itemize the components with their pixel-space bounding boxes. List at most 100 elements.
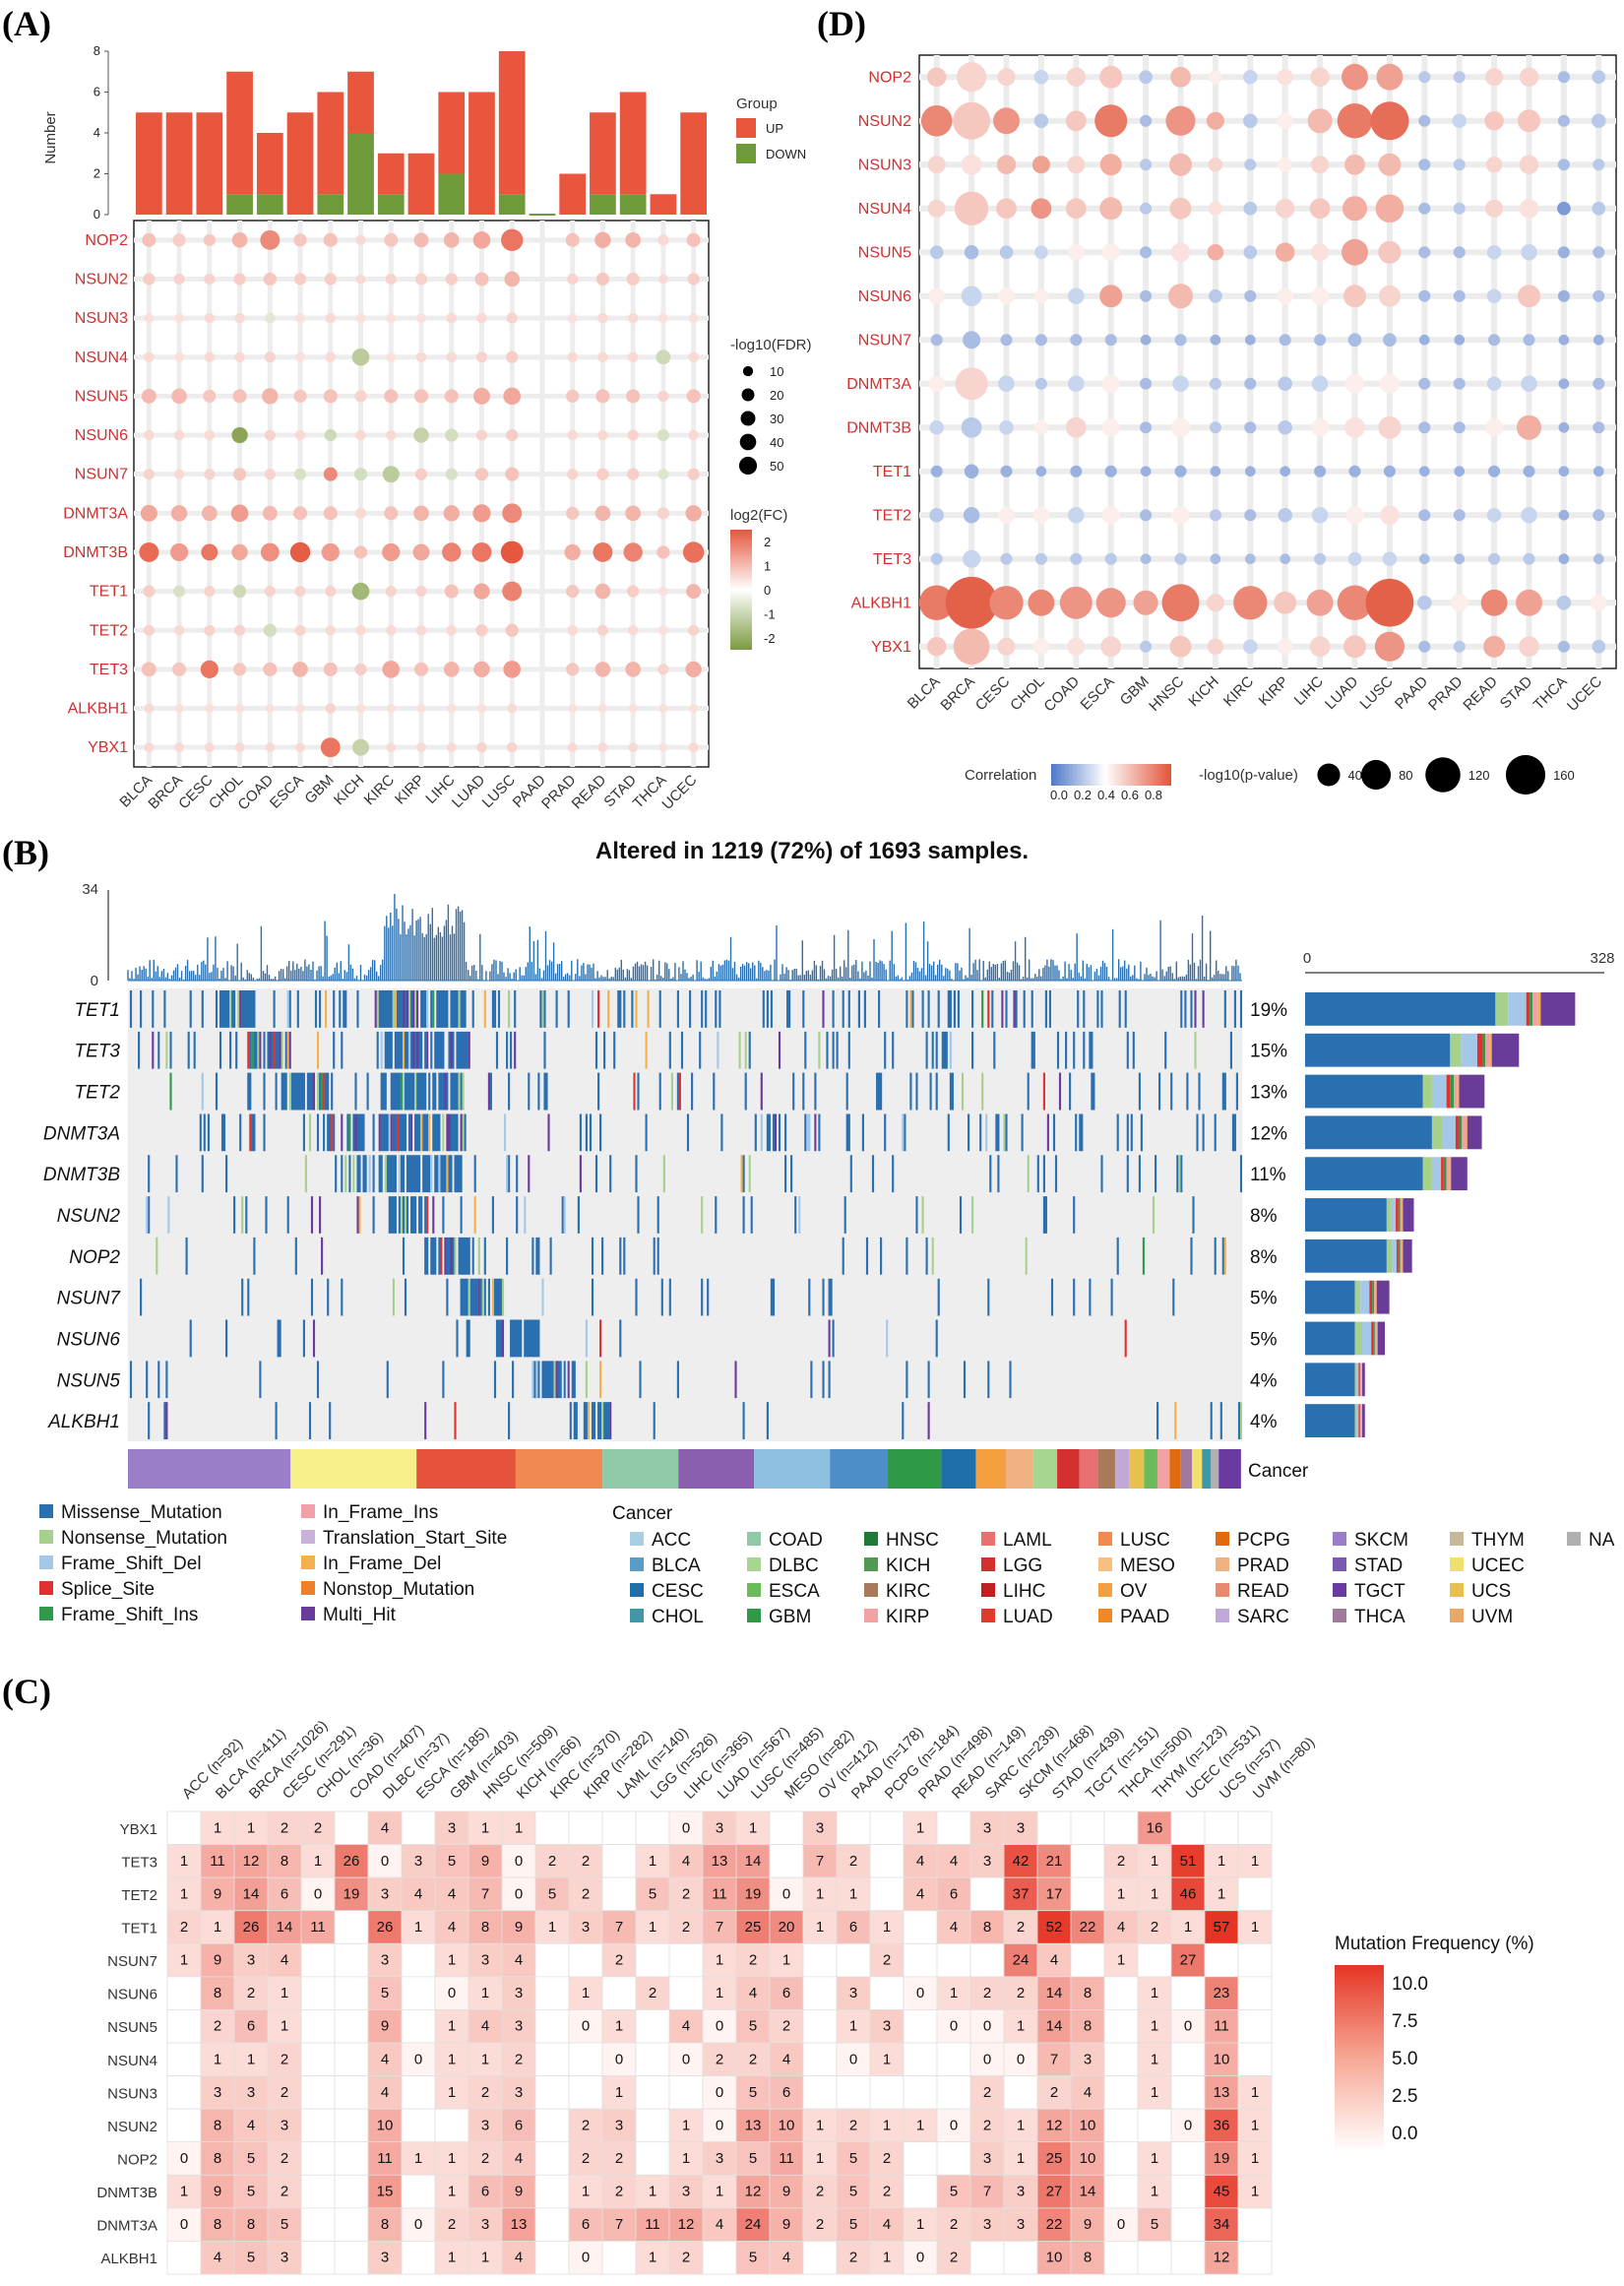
d-dot-nop2-stad bbox=[1519, 67, 1539, 87]
b-percent-labels: 19%15%13%12%11%8%8%5%5%4%4% bbox=[1250, 1000, 1287, 1432]
c-cell-value: 5 bbox=[548, 1885, 556, 1902]
b-onco-tet2-missense_mutation bbox=[215, 1072, 1238, 1111]
d-dot-nsun4-kich bbox=[1208, 201, 1223, 217]
c-cell-dnmt3a-read bbox=[936, 2207, 971, 2242]
c-cell-tet3-blca bbox=[200, 1844, 235, 1878]
b-rightbar-nsun5-in_frame_del bbox=[1361, 1363, 1363, 1397]
a-dot-ybx1-luad bbox=[476, 741, 487, 753]
a-row-label-alkbh1: ALKBH1 bbox=[68, 701, 128, 718]
d-dot-nsun7-kich bbox=[1210, 334, 1221, 346]
c-cell-value: 9 bbox=[515, 2184, 523, 2200]
c-cell-tet2-thca bbox=[1103, 1876, 1139, 1912]
d-dot-nsun7-luad bbox=[1347, 333, 1362, 348]
c-cell-value: 0 bbox=[983, 2051, 991, 2067]
a-dot-dnmt3b-read bbox=[593, 542, 613, 562]
b-cancer-swatch-sarc bbox=[1216, 1609, 1229, 1622]
a-dot-nop2-esca bbox=[293, 233, 307, 247]
c-cell-alkbh1-kich bbox=[501, 2241, 536, 2275]
a-color-tick-label: 0 bbox=[764, 583, 771, 598]
d-dot-tet1-read bbox=[1488, 465, 1501, 477]
c-cell-nop2-uvm bbox=[1237, 2141, 1273, 2176]
b-rightbar-nsun2-multi_hit bbox=[1403, 1198, 1414, 1232]
c-cell-tet3-read bbox=[936, 1844, 971, 1878]
d-dot-nsun5-blca bbox=[929, 245, 944, 260]
b-cancer-label-lusc: LUSC bbox=[1120, 1530, 1170, 1551]
c-cell-value: 1 bbox=[849, 2018, 857, 2035]
c-cell-alkbh1-acc bbox=[166, 2241, 202, 2275]
b-rightbar-nsun5-frame_shift_del bbox=[1356, 1363, 1359, 1397]
c-cell-alkbh1-kirp bbox=[568, 2241, 603, 2275]
b-onco-alkbh1-missense_mutation bbox=[148, 1402, 1241, 1439]
a-dot-dnmt3a-lihc bbox=[443, 505, 460, 522]
b-cancer-label-kirc: KIRC bbox=[886, 1581, 930, 1602]
d-dot-alkbh1-prad bbox=[1450, 594, 1468, 612]
b-onco-dnmt3b-missense_mutation bbox=[148, 1155, 1243, 1193]
b-cancer-seg-red bbox=[416, 1449, 516, 1489]
a-color-legend-title: log2(FC) bbox=[730, 507, 787, 524]
c-cell-tet3-prad bbox=[903, 1844, 938, 1878]
d-dot-tet2-cesc bbox=[998, 507, 1015, 524]
c-cell-value: 1 bbox=[950, 1985, 958, 2001]
c-cell-nop2-prad bbox=[903, 2141, 938, 2176]
d-col-label-ucec: UCEC bbox=[1564, 673, 1605, 715]
c-cell-value: 0 bbox=[950, 2117, 958, 2133]
a-dot-tet1-cesc bbox=[204, 586, 216, 598]
d-dot-dnmt3b-read bbox=[1485, 418, 1504, 437]
b-pct-nsun2: 8% bbox=[1250, 1206, 1278, 1227]
c-cell-value: 2 bbox=[615, 2184, 623, 2200]
c-cell-value: 4 bbox=[883, 2216, 891, 2233]
d-dot-nsun4-ucec bbox=[1592, 201, 1606, 216]
a-bar-up-prad bbox=[559, 173, 587, 215]
a-dot-nsun7-thca bbox=[657, 469, 669, 480]
d-dot-tet3-ucec bbox=[1593, 553, 1604, 565]
b-onco-tet1-frame_shift_ins bbox=[432, 990, 984, 1028]
d-dot-nsun5-hnsc bbox=[1170, 242, 1191, 262]
b-rightbar-nop2-in_frame_ins bbox=[1400, 1238, 1403, 1273]
d-dot-dnmt3a-esca bbox=[1101, 374, 1120, 393]
d-dot-tet2-coad bbox=[1068, 507, 1085, 524]
d-dot-nsun5-chol bbox=[1034, 245, 1048, 260]
b-cancer-seg-brown bbox=[1097, 1449, 1115, 1489]
b-rightbar-dnmt3b-in_frame_del bbox=[1449, 1157, 1452, 1191]
c-cell-value: 7 bbox=[481, 1885, 489, 1902]
c-cell-value: 4 bbox=[716, 2216, 723, 2233]
a-dot-nsun5-lihc bbox=[444, 389, 459, 404]
c-cell-value: 1 bbox=[782, 1952, 790, 1969]
a-dot-nsun3-coad bbox=[265, 312, 276, 324]
a-col-label-luad: LUAD bbox=[449, 772, 488, 811]
a-dot-tet2-esca bbox=[294, 624, 306, 636]
c-cell-nsun3-hnsc bbox=[468, 2075, 503, 2110]
c-cell-value: 2 bbox=[983, 2084, 991, 2101]
c-cell-nsun7-cesc bbox=[267, 1942, 302, 1978]
c-cell-value: 9 bbox=[481, 1853, 489, 1870]
d-dot-dnmt3b-blca bbox=[929, 419, 944, 435]
a-dot-nsun6-kirp bbox=[413, 427, 429, 443]
b-rightbar-alkbh1-nonsense_mutation bbox=[1354, 1404, 1357, 1437]
c-cell-value: 9 bbox=[782, 2216, 790, 2233]
c-cell-value: 0 bbox=[314, 1885, 322, 1902]
c-cell-dnmt3b-coad bbox=[334, 2174, 369, 2209]
d-dot-dnmt3a-hnsc bbox=[1172, 375, 1189, 392]
d-dot-nop2-thca bbox=[1557, 71, 1570, 84]
c-cell-value: 3 bbox=[481, 1952, 489, 1969]
a-dot-nsun3-stad bbox=[627, 312, 639, 324]
c-cell-value: 3 bbox=[983, 1819, 991, 1836]
a-dot-nsun4-kirp bbox=[415, 351, 427, 362]
b-top-hist-bars bbox=[127, 894, 1241, 981]
b-rightbar-dnmt3a-multi_hit bbox=[1467, 1115, 1482, 1150]
c-cell-value: 13 bbox=[511, 2216, 528, 2233]
c-cell-value: 1 bbox=[1017, 2018, 1025, 2035]
c-cell-tet3-tgct bbox=[1070, 1844, 1105, 1878]
c-cell-nsun5-dlbc bbox=[367, 2009, 403, 2044]
b-rightbar-nsun7-frame_shift_del bbox=[1360, 1280, 1370, 1314]
b-rightbar-tet1-missense_mutation bbox=[1305, 992, 1496, 1026]
c-cell-nsun3-pcpg bbox=[869, 2075, 905, 2110]
c-cell-alkbh1-read bbox=[936, 2241, 971, 2275]
d-dot-tet2-lusc bbox=[1380, 505, 1400, 525]
b-rightbar-nsun6-in_frame_ins bbox=[1374, 1321, 1377, 1356]
a-dot-nsun6-esca bbox=[294, 429, 306, 441]
c-cell-alkbh1-cesc bbox=[267, 2241, 302, 2275]
c-cell-value: 4 bbox=[414, 1885, 422, 1902]
d-dot-nsun4-hnsc bbox=[1169, 197, 1192, 220]
b-cancer-label-chol: CHOL bbox=[652, 1607, 704, 1627]
